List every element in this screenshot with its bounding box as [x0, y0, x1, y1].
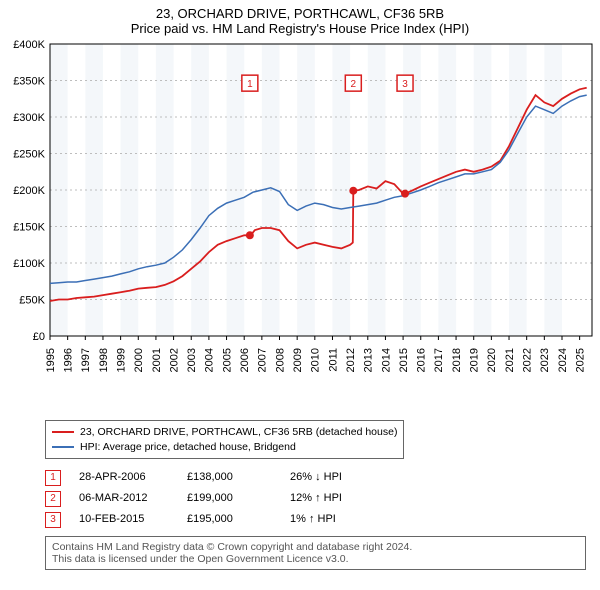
svg-text:2008: 2008	[274, 348, 286, 372]
svg-text:2: 2	[351, 79, 357, 90]
title-address: 23, ORCHARD DRIVE, PORTHCAWL, CF36 5RB	[0, 6, 600, 21]
svg-text:2013: 2013	[363, 348, 375, 372]
event-diff: 1% ↑ HPI	[290, 509, 380, 530]
svg-text:2014: 2014	[380, 348, 392, 372]
svg-text:£100K: £100K	[13, 258, 45, 270]
svg-text:2006: 2006	[239, 348, 251, 372]
titles: 23, ORCHARD DRIVE, PORTHCAWL, CF36 5RB P…	[0, 0, 600, 36]
legend-label: HPI: Average price, detached house, Brid…	[80, 440, 296, 455]
svg-text:2011: 2011	[327, 348, 339, 372]
event-diff: 26% ↓ HPI	[290, 467, 380, 488]
footer-line1: Contains HM Land Registry data © Crown c…	[52, 541, 579, 553]
svg-text:2025: 2025	[574, 348, 586, 372]
svg-text:2018: 2018	[451, 348, 463, 372]
svg-text:£250K: £250K	[13, 149, 45, 161]
svg-text:£400K: £400K	[13, 39, 45, 51]
svg-text:2016: 2016	[416, 348, 428, 372]
event-price: £138,000	[187, 467, 272, 488]
svg-text:2000: 2000	[133, 348, 145, 372]
svg-text:2009: 2009	[292, 348, 304, 372]
legend-swatch	[52, 446, 74, 448]
title-subtitle: Price paid vs. HM Land Registry's House …	[0, 21, 600, 36]
event-marker: 2	[45, 491, 61, 507]
svg-text:£0: £0	[33, 331, 45, 343]
event-diff: 12% ↑ HPI	[290, 488, 380, 509]
svg-text:2005: 2005	[221, 348, 233, 372]
svg-text:£50K: £50K	[19, 295, 45, 307]
page: 23, ORCHARD DRIVE, PORTHCAWL, CF36 5RB P…	[0, 0, 600, 570]
svg-text:2017: 2017	[433, 348, 445, 372]
event-marker: 1	[45, 470, 61, 486]
svg-text:1999: 1999	[115, 348, 127, 372]
svg-text:1: 1	[247, 79, 253, 90]
svg-text:2012: 2012	[345, 348, 357, 372]
svg-text:1998: 1998	[98, 348, 110, 372]
svg-text:1996: 1996	[63, 348, 75, 372]
svg-text:2007: 2007	[257, 348, 269, 372]
event-price: £195,000	[187, 509, 272, 530]
svg-text:£150K: £150K	[13, 222, 45, 234]
svg-text:3: 3	[402, 79, 408, 90]
legend-row: HPI: Average price, detached house, Brid…	[52, 440, 397, 455]
svg-text:2022: 2022	[522, 348, 534, 372]
event-date: 10-FEB-2015	[79, 509, 169, 530]
events-table: 1 28-APR-2006 £138,000 26% ↓ HPI 2 06-MAR-201…	[45, 467, 586, 530]
svg-text:2019: 2019	[469, 348, 481, 372]
chart-svg: £0 £50K £100K £150K £200K £250K £300K £350K £400…	[0, 36, 600, 416]
svg-text:£350K: £350K	[13, 76, 45, 88]
svg-text:2023: 2023	[539, 348, 551, 372]
event-price: £199,000	[187, 488, 272, 509]
legend: 23, ORCHARD DRIVE, PORTHCAWL, CF36 5RB (…	[45, 420, 404, 459]
footer-attribution: Contains HM Land Registry data © Crown c…	[45, 536, 586, 570]
svg-text:£300K: £300K	[13, 112, 45, 124]
legend-row: 23, ORCHARD DRIVE, PORTHCAWL, CF36 5RB (…	[52, 425, 397, 440]
event-row: 3 10-FEB-2015 £195,000 1% ↑ HPI	[45, 509, 586, 530]
event-date: 06-MAR-2012	[79, 488, 169, 509]
svg-text:2021: 2021	[504, 348, 516, 372]
svg-text:2020: 2020	[486, 348, 498, 372]
legend-label: 23, ORCHARD DRIVE, PORTHCAWL, CF36 5RB (…	[80, 425, 397, 440]
svg-text:2010: 2010	[310, 348, 322, 372]
svg-text:£200K: £200K	[13, 185, 45, 197]
svg-text:1995: 1995	[45, 348, 57, 372]
svg-text:2024: 2024	[557, 348, 569, 372]
svg-text:2015: 2015	[398, 348, 410, 372]
legend-swatch	[52, 431, 74, 433]
event-row: 2 06-MAR-2012 £199,000 12% ↑ HPI	[45, 488, 586, 509]
svg-text:2003: 2003	[186, 348, 198, 372]
svg-text:1997: 1997	[80, 348, 92, 372]
event-date: 28-APR-2006	[79, 467, 169, 488]
event-row: 1 28-APR-2006 £138,000 26% ↓ HPI	[45, 467, 586, 488]
svg-text:2001: 2001	[151, 348, 163, 372]
svg-text:2004: 2004	[204, 348, 216, 372]
footer-line2: This data is licensed under the Open Gov…	[52, 553, 579, 565]
event-marker: 3	[45, 512, 61, 528]
price-chart: £0 £50K £100K £150K £200K £250K £300K £350K £400…	[0, 36, 600, 416]
svg-text:2002: 2002	[168, 348, 180, 372]
